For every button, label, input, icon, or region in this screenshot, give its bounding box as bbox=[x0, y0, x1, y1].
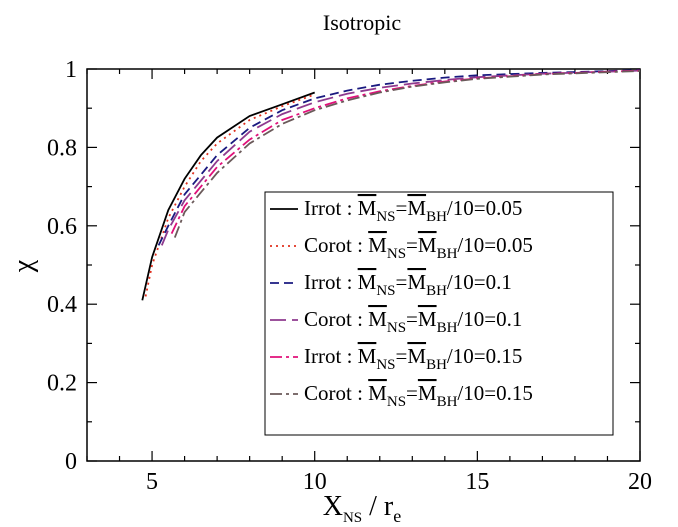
y-axis-ticks: 0 0.2 0.4 0.6 0.8 1 bbox=[47, 57, 640, 475]
y-tick-label: 0.6 bbox=[47, 214, 77, 240]
legend: Irrot : MNS=MBH/10=0.05 Corot : MNS=MBH/1… bbox=[264, 191, 614, 436]
legend-label-4: Corot : MNS=MBH/10=0.1 bbox=[304, 307, 522, 336]
y-tick-label: 0 bbox=[65, 449, 77, 475]
x-tick-label: 10 bbox=[303, 469, 327, 495]
x-axis-label-main: X bbox=[323, 491, 343, 522]
legend-label-2: Corot : MNS=MBH/10=0.05 bbox=[304, 233, 533, 262]
legend-box bbox=[264, 191, 614, 436]
x-axis-label-sub2: e bbox=[393, 506, 401, 526]
chart-title: Isotropic bbox=[323, 10, 401, 35]
legend-label-5: Irrot : MNS=MBH/10=0.15 bbox=[304, 344, 522, 373]
y-tick-label: 0.2 bbox=[47, 371, 77, 397]
series-line-2 bbox=[144, 93, 316, 297]
y-tick-label: 0.4 bbox=[47, 292, 77, 318]
series-layer bbox=[141, 69, 641, 301]
series-line-6 bbox=[173, 70, 641, 238]
y-tick-label: 0.8 bbox=[47, 135, 77, 161]
legend-label-3: Irrot : MNS=MBH/10=0.1 bbox=[304, 270, 512, 299]
x-tick-label: 15 bbox=[465, 469, 489, 495]
x-tick-label: 5 bbox=[146, 469, 158, 495]
legend-label-6: Corot : MNS=MBH/10=0.15 bbox=[304, 381, 533, 410]
x-tick-label: 20 bbox=[628, 469, 652, 495]
x-axis-label-sub: NS bbox=[343, 510, 362, 526]
x-axis-label: XNS / re bbox=[323, 491, 402, 526]
series-line-3 bbox=[157, 69, 641, 246]
x-axis-label-rest: / r bbox=[362, 491, 394, 522]
series-line-4 bbox=[160, 69, 641, 246]
series-line-1 bbox=[141, 91, 316, 301]
y-tick-label: 1 bbox=[65, 57, 77, 83]
legend-label-1: Irrot : MNS=MBH/10=0.05 bbox=[304, 196, 522, 225]
x-axis-ticks: 5 10 15 20 bbox=[86, 69, 652, 495]
y-axis-label: χ bbox=[8, 259, 39, 273]
